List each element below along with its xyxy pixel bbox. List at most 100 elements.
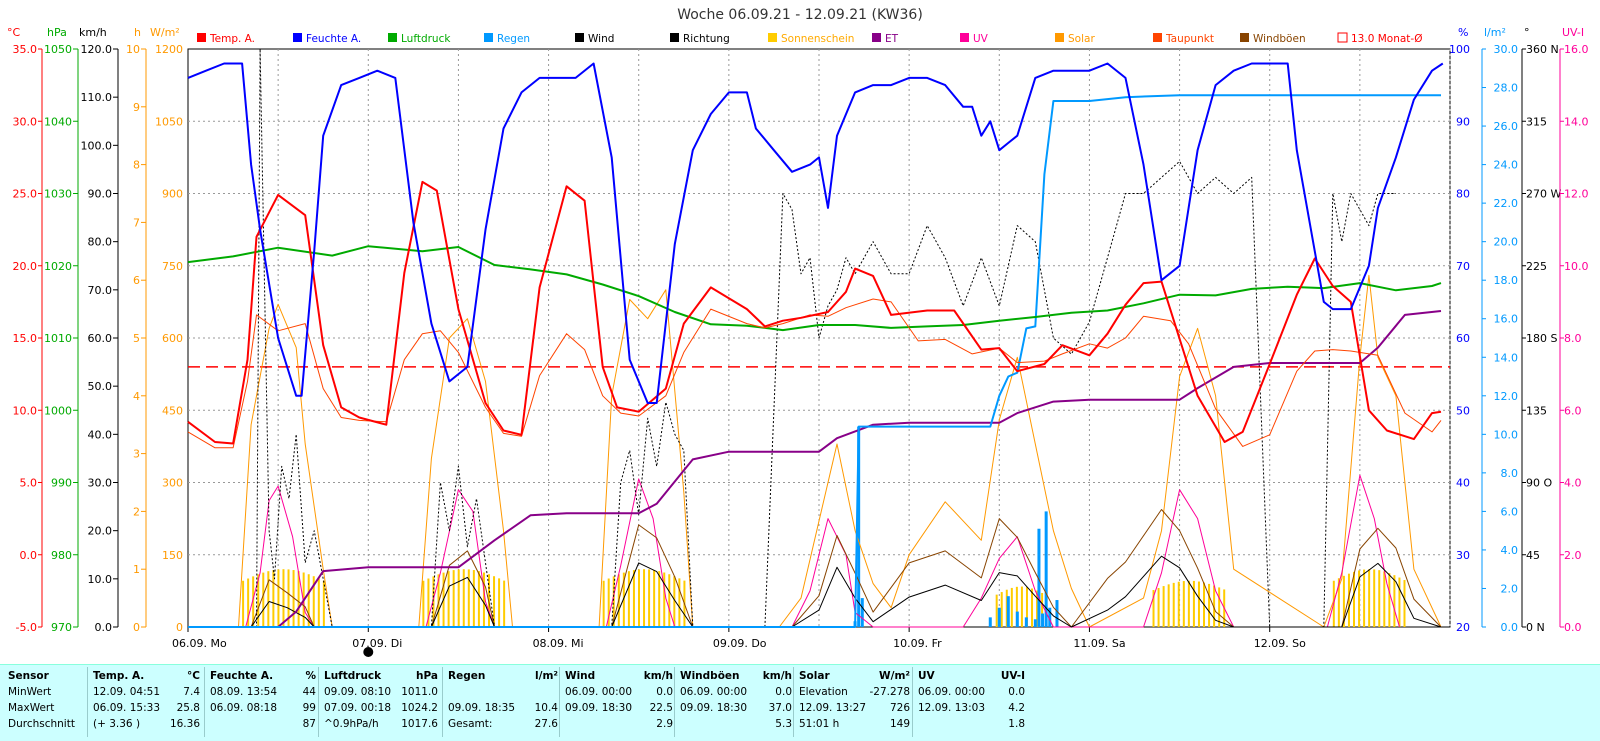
sunshine-bar — [637, 569, 640, 627]
sunshine-bar — [1368, 569, 1371, 627]
legend-label: Windböen — [1253, 33, 1306, 45]
sunshine-bar — [1000, 592, 1003, 627]
axis-tick-pressure: 970 — [51, 621, 72, 634]
axis-tick-sunhours: 1 — [133, 563, 140, 576]
axis-tick-wind: 80.0 — [88, 236, 113, 249]
axis-tick-solar: 150 — [162, 549, 183, 562]
stats-cell: ^0.9hPa/h — [324, 718, 379, 730]
sunshine-bar — [297, 571, 300, 627]
sunshine-bar — [643, 569, 646, 627]
axis-tick-pressure: 1050 — [44, 43, 72, 56]
stats-header: Sensor — [8, 670, 49, 682]
axis-tick-temp: 35.0 — [13, 43, 38, 56]
legend-swatch — [388, 33, 397, 42]
legend-label: Feuchte A. — [306, 33, 361, 45]
axis-tick-pressure: 1020 — [44, 260, 72, 273]
stats-separator — [793, 667, 794, 737]
stats-value: 0.0 — [656, 686, 673, 698]
axis-tick-temp: 10.0 — [13, 404, 38, 417]
stats-value: -27.278 — [869, 686, 910, 698]
sunshine-bar — [1383, 571, 1386, 627]
axis-unit-solar: W/m² — [150, 26, 180, 39]
axis-tick-humidity: 100 — [1449, 43, 1470, 56]
sunshine-bar — [1218, 587, 1221, 627]
stats-header: Regen — [448, 670, 486, 682]
sunshine-bar — [1020, 586, 1023, 627]
legend-swatch — [1240, 33, 1249, 42]
stats-value: 2.9 — [656, 718, 673, 730]
rain-bar — [1024, 617, 1028, 627]
sunshine-bar — [282, 569, 285, 627]
humidity-series — [187, 62, 1444, 404]
axis-tick-wind: 0.0 — [95, 621, 113, 634]
legend-item: ET — [872, 33, 899, 45]
sunshine-bar — [498, 578, 501, 627]
weather-chart-svg: Woche 06.09.21 - 12.09.21 (KW36) Temp. A.… — [7, 7, 1589, 657]
stats-cell: 06.09. 00:00 — [680, 686, 747, 698]
axis-tick-uv: 4.0 — [1564, 477, 1582, 490]
rain-bar — [1033, 619, 1037, 627]
sunshine-bar — [312, 576, 315, 627]
axis-tick-sunhours: 9 — [133, 101, 140, 114]
rain-bar — [1055, 600, 1059, 627]
stats-value: 44 — [302, 686, 316, 698]
axis-tick-rain: 4.0 — [1501, 544, 1519, 557]
legend-label: Regen — [497, 33, 530, 45]
sunshine-bar — [612, 576, 615, 627]
axis-tick-pressure: 990 — [51, 477, 72, 490]
x-day-label: 12.09. So — [1254, 637, 1306, 650]
direction-series — [188, 48, 1396, 628]
sunshine-bar — [627, 571, 630, 627]
stats-cell: 12.09. 04:51 — [93, 686, 160, 698]
stats-header: Windböen — [680, 670, 740, 682]
axis-tick-solar: 1200 — [155, 43, 183, 56]
axis-tick-wind: 110.0 — [81, 91, 113, 104]
axis-tick-uv: 0.0 — [1564, 621, 1582, 634]
stats-value: 16.36 — [169, 718, 200, 730]
sunshine-bar — [1347, 573, 1350, 627]
stats-separator — [912, 667, 913, 737]
legend-item: Feuchte A. — [293, 33, 361, 45]
axis-tick-sunhours: 8 — [133, 159, 140, 172]
sunshine-bar — [242, 580, 245, 627]
axis-tick-rain: 16.0 — [1494, 313, 1519, 326]
axis-tick-direction: 90 O — [1526, 477, 1552, 490]
stats-value: 25.8 — [176, 702, 200, 714]
legend-swatch — [293, 33, 302, 42]
sunshine-bar — [432, 576, 435, 627]
axis-tick-solar: 900 — [162, 188, 183, 201]
legend-item: Luftdruck — [388, 33, 451, 45]
sunshine-bar — [287, 569, 290, 627]
axis-tick-wind: 40.0 — [88, 428, 113, 441]
stats-cell: 06.09. 08:18 — [210, 702, 277, 714]
stats-value: 99 — [302, 702, 316, 714]
moon-phase-icon — [363, 647, 374, 657]
chart-title: Woche 06.09.21 - 12.09.21 (KW36) — [677, 7, 923, 23]
sunshine-bar — [1192, 580, 1195, 627]
legend-swatch — [1153, 33, 1162, 42]
stats-separator — [674, 667, 675, 737]
legend-item: Regen — [484, 33, 530, 45]
stats-unit: km/h — [762, 670, 792, 682]
sunshine-bar — [1031, 588, 1034, 627]
axis-tick-temp: 0.0 — [20, 549, 38, 562]
sunshine-bar — [1342, 575, 1345, 627]
legend-swatch — [484, 33, 493, 42]
stats-header: Temp. A. — [93, 670, 145, 682]
axis-tick-humidity: 50 — [1456, 404, 1470, 417]
sunshine-bar — [247, 578, 250, 627]
sunshine-bar — [467, 569, 470, 627]
sunshine-bar — [422, 580, 425, 627]
axis-tick-rain: 22.0 — [1494, 197, 1519, 210]
stats-value: 1011.0 — [401, 686, 438, 698]
axis-tick-uv: 6.0 — [1564, 404, 1582, 417]
sunshine-bar — [262, 572, 265, 627]
legend-swatch — [1055, 33, 1064, 42]
axis-tick-solar: 750 — [162, 260, 183, 273]
temperature-series — [187, 180, 1442, 445]
rain-series — [188, 94, 1441, 628]
stats-table: Sensor MinWert MaxWert Durchschnitt Temp. A.… — [0, 664, 1600, 741]
stats-cell: (+ 3.36 ) — [93, 718, 141, 730]
axis-tick-pressure: 1010 — [44, 332, 72, 345]
axis-tick-sunhours: 5 — [133, 332, 140, 345]
